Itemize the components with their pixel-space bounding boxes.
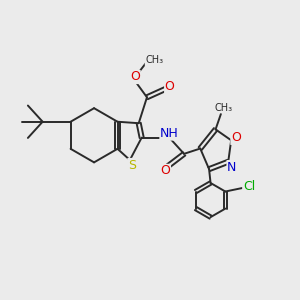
Text: O: O <box>130 70 140 83</box>
Text: O: O <box>231 131 241 144</box>
Text: NH: NH <box>160 127 179 140</box>
Text: O: O <box>160 164 170 177</box>
Text: CH₃: CH₃ <box>145 56 164 65</box>
Text: N: N <box>227 160 236 174</box>
Text: O: O <box>165 80 175 93</box>
Text: CH₃: CH₃ <box>214 103 232 112</box>
Text: Cl: Cl <box>243 180 255 193</box>
Text: S: S <box>128 158 136 172</box>
